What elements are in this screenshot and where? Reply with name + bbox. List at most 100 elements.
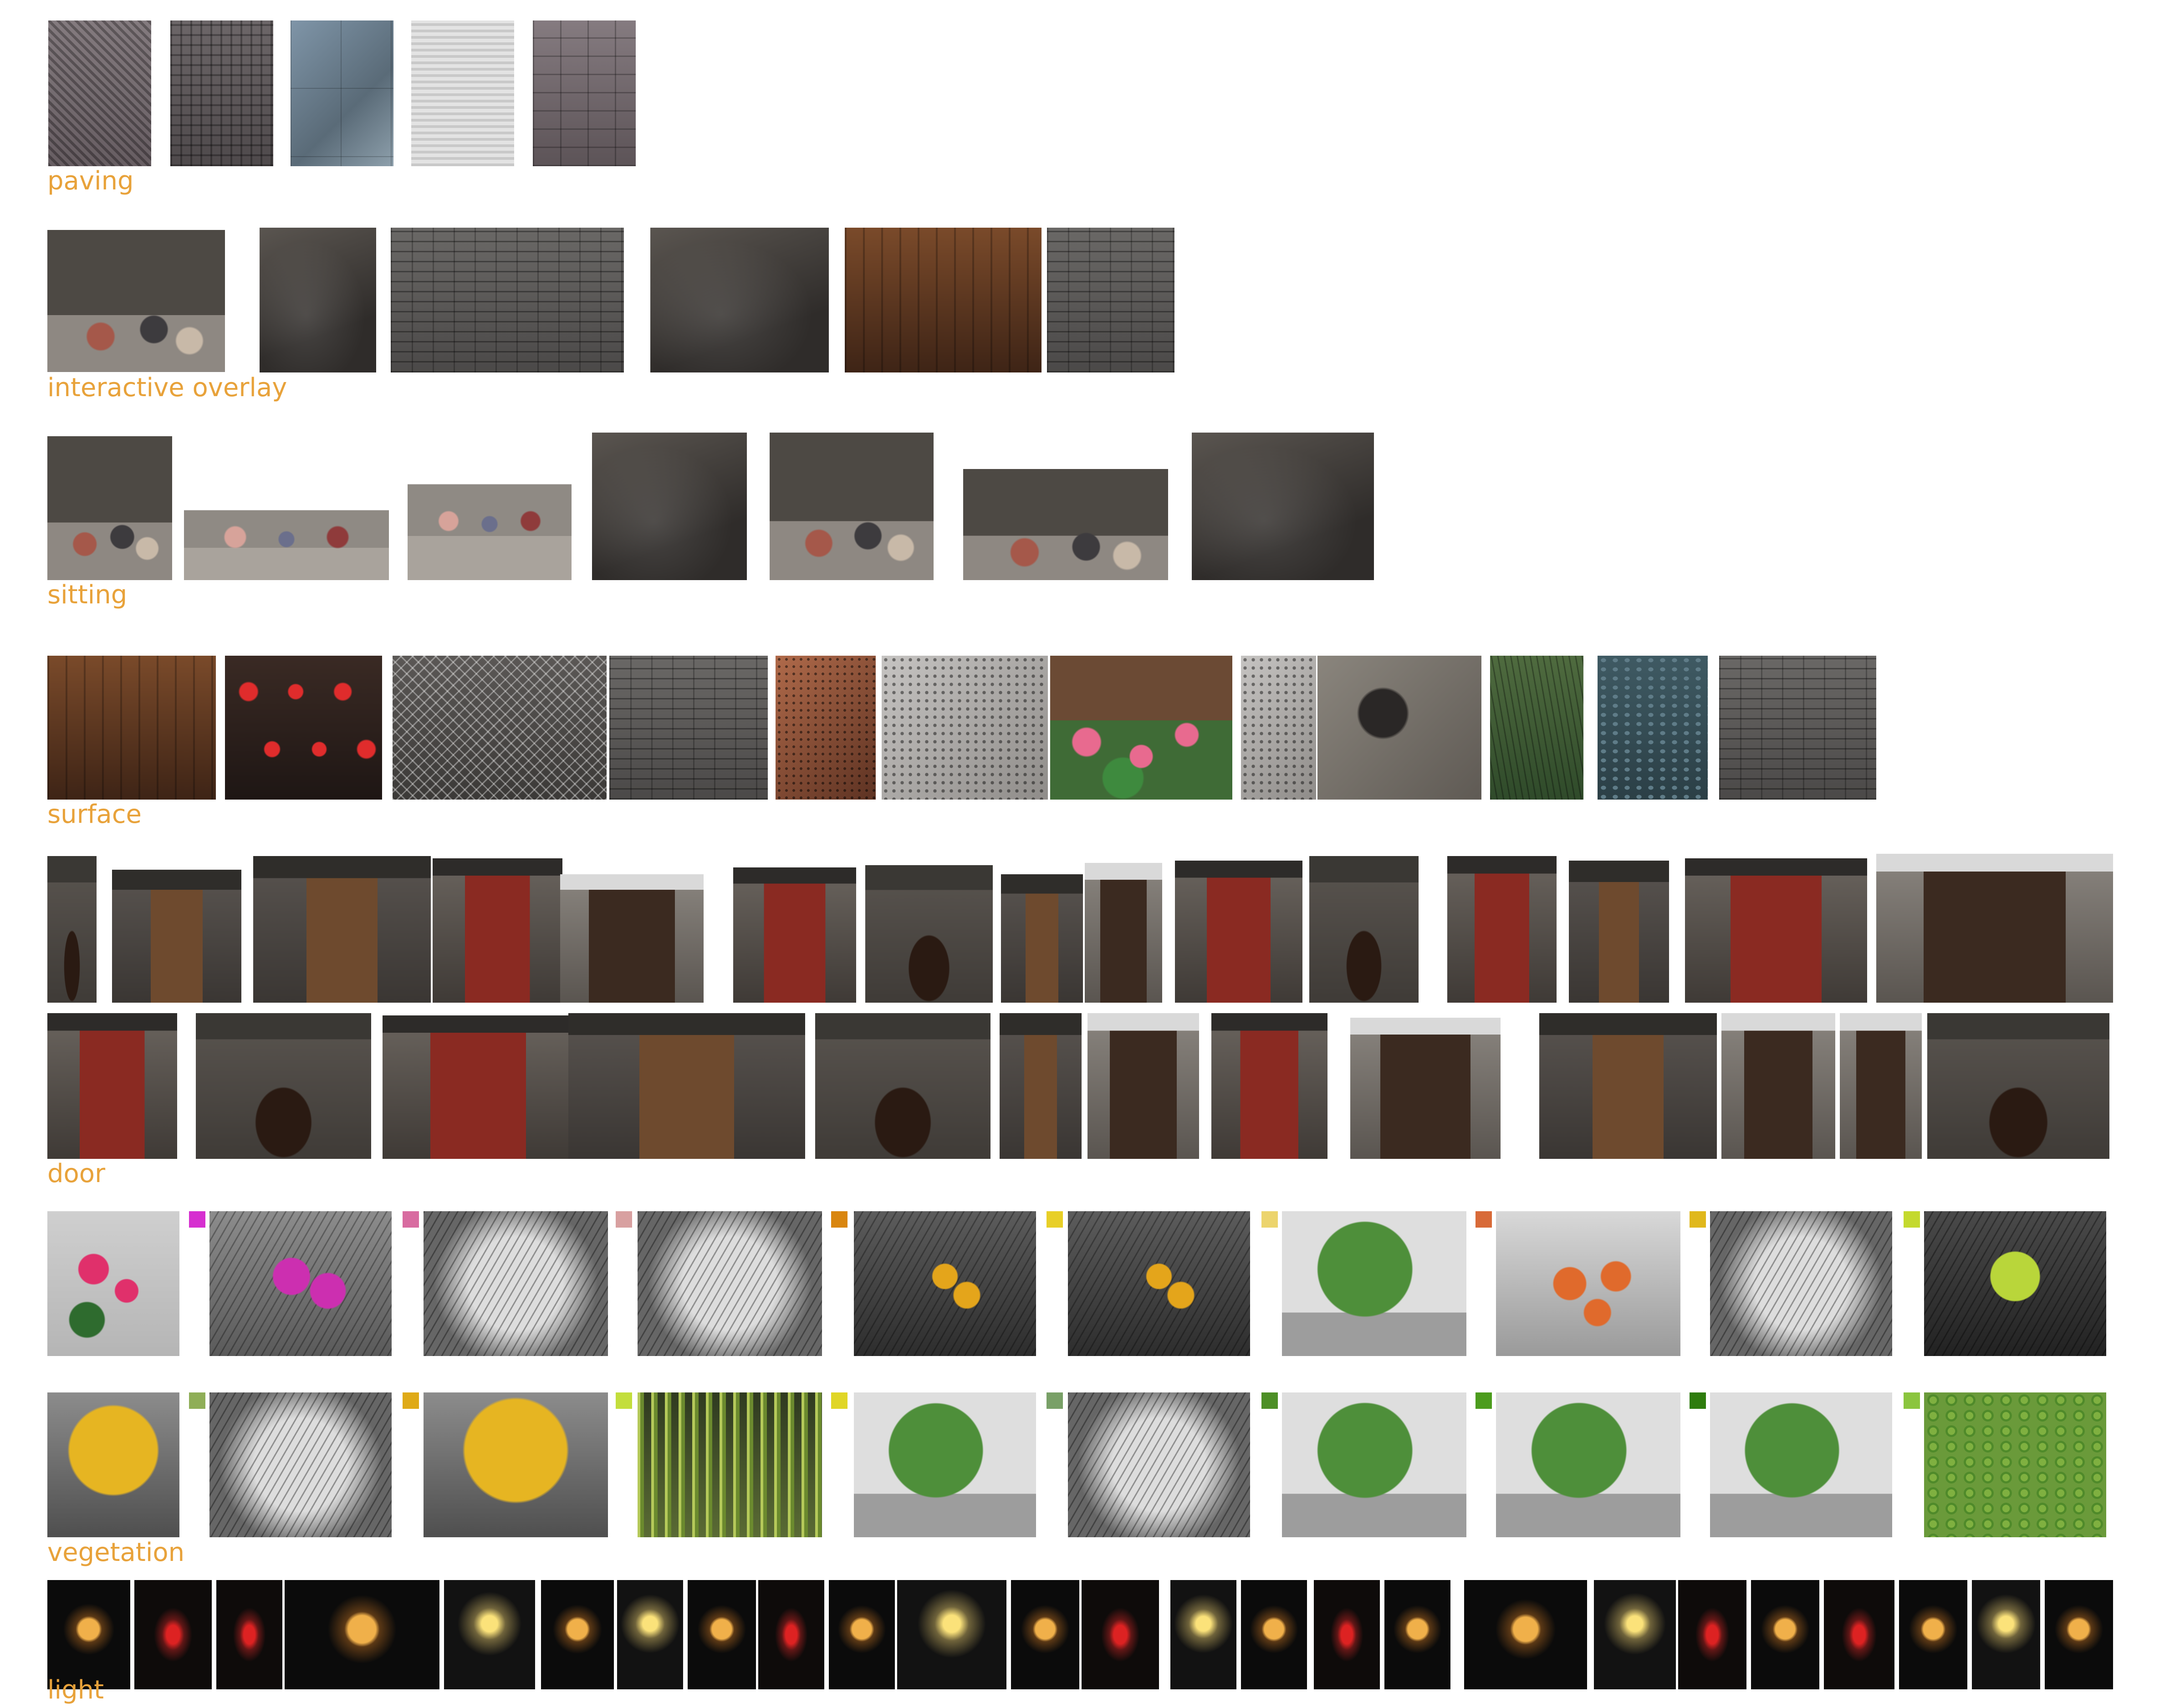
paving-swatch-5	[533, 20, 636, 166]
photo-light-1	[47, 1580, 130, 1689]
photo-light-5	[444, 1580, 535, 1689]
photo-vegetation-19	[1710, 1392, 1892, 1537]
photo-interactive-4	[650, 228, 829, 372]
photo-vegetation-18	[1496, 1392, 1680, 1537]
photo-door-13	[1569, 861, 1669, 1003]
photo-vegetation-6	[1068, 1211, 1250, 1356]
photo-surface-5	[776, 656, 876, 800]
photo-vegetation-7	[1282, 1211, 1466, 1356]
photo-door-16	[47, 1013, 177, 1159]
color-swatch-16	[1475, 1392, 1492, 1409]
photo-interactive-2	[260, 228, 376, 372]
photo-door-12	[1447, 856, 1557, 1003]
photo-interactive-1	[47, 230, 225, 372]
photo-vegetation-2	[209, 1211, 392, 1356]
photo-light-16	[1314, 1580, 1380, 1689]
section-label-light: light	[47, 1675, 104, 1705]
photo-vegetation-5	[854, 1211, 1036, 1356]
photo-vegetation-16	[1068, 1392, 1250, 1537]
color-swatch-17	[1690, 1392, 1706, 1409]
photo-vegetation-11	[47, 1392, 179, 1537]
photo-vegetation-14	[638, 1392, 822, 1537]
photo-vegetation-1	[47, 1211, 179, 1356]
photo-interactive-5	[845, 228, 1041, 372]
photo-vegetation-8	[1496, 1211, 1680, 1356]
photo-sitting-1	[47, 436, 172, 580]
photo-door-24	[1350, 1018, 1501, 1159]
section-label-paving: paving	[47, 166, 134, 196]
photo-door-17	[196, 1013, 371, 1159]
color-swatch-9	[1904, 1211, 1920, 1228]
photo-vegetation-13	[424, 1392, 608, 1537]
photo-surface-2	[225, 656, 382, 800]
paving-swatch-2	[170, 20, 273, 166]
photo-surface-12	[1719, 656, 1876, 800]
photo-door-26	[1721, 1013, 1835, 1159]
photo-light-20	[1678, 1580, 1746, 1689]
photo-light-3	[216, 1580, 282, 1689]
photo-vegetation-9	[1710, 1211, 1892, 1356]
photo-vegetation-4	[638, 1211, 822, 1356]
section-label-interactive-overlay: interactive overlay	[47, 373, 287, 403]
photo-light-14	[1170, 1580, 1236, 1689]
photo-sitting-2	[184, 473, 389, 580]
photo-surface-7	[1050, 656, 1232, 800]
color-swatch-1	[189, 1211, 205, 1228]
photo-vegetation-17	[1282, 1392, 1466, 1537]
photo-door-4	[433, 858, 562, 1003]
photo-sitting-6	[963, 469, 1168, 580]
color-swatch-8	[1690, 1211, 1706, 1228]
section-label-vegetation: vegetation	[47, 1538, 185, 1567]
color-swatch-14	[1047, 1392, 1063, 1409]
photo-door-20	[815, 1013, 990, 1159]
photo-surface-10	[1490, 656, 1583, 800]
photo-light-12	[1011, 1580, 1079, 1689]
color-swatch-5	[1047, 1211, 1063, 1228]
photo-interactive-3	[391, 228, 624, 372]
paving-swatch-3	[291, 20, 393, 166]
photo-surface-11	[1598, 656, 1708, 800]
photo-door-8	[1001, 874, 1083, 1003]
photo-door-14	[1685, 858, 1867, 1003]
photo-vegetation-20	[1924, 1392, 2106, 1537]
photo-vegetation-15	[854, 1392, 1036, 1537]
photo-door-6	[733, 867, 856, 1003]
photo-door-28	[1927, 1013, 2109, 1159]
photo-light-15	[1241, 1580, 1307, 1689]
color-swatch-11	[403, 1392, 419, 1409]
section-label-surface: surface	[47, 800, 142, 829]
paving-swatch-4	[411, 20, 514, 166]
color-swatch-2	[403, 1211, 419, 1228]
color-swatch-15	[1261, 1392, 1278, 1409]
photo-light-6	[541, 1580, 614, 1689]
photo-door-25	[1539, 1013, 1717, 1159]
photo-interactive-6	[1047, 228, 1174, 372]
photo-door-21	[1000, 1013, 1082, 1159]
photo-light-17	[1384, 1580, 1450, 1689]
photo-light-24	[1972, 1580, 2040, 1689]
color-swatch-18	[1904, 1392, 1920, 1409]
photo-door-5	[560, 874, 704, 1003]
photo-light-21	[1751, 1580, 1819, 1689]
photo-door-1	[47, 856, 97, 1003]
photo-door-19	[568, 1013, 805, 1159]
color-swatch-13	[831, 1392, 847, 1409]
photo-surface-8	[1241, 656, 1316, 800]
photo-surface-1	[47, 656, 216, 800]
color-swatch-3	[616, 1211, 632, 1228]
photo-sitting-3	[408, 433, 572, 580]
photo-surface-4	[609, 656, 768, 800]
photo-light-8	[688, 1580, 756, 1689]
photo-light-7	[617, 1580, 683, 1689]
photo-door-7	[865, 865, 993, 1003]
photo-door-22	[1087, 1013, 1199, 1159]
photo-light-22	[1824, 1580, 1894, 1689]
photo-light-19	[1594, 1580, 1676, 1689]
photo-light-4	[285, 1580, 439, 1689]
photo-light-13	[1082, 1580, 1159, 1689]
photo-sitting-7	[1192, 433, 1374, 580]
photo-vegetation-10	[1924, 1211, 2106, 1356]
photo-door-2	[112, 870, 241, 1003]
photo-door-18	[383, 1015, 574, 1159]
photo-light-10	[829, 1580, 895, 1689]
